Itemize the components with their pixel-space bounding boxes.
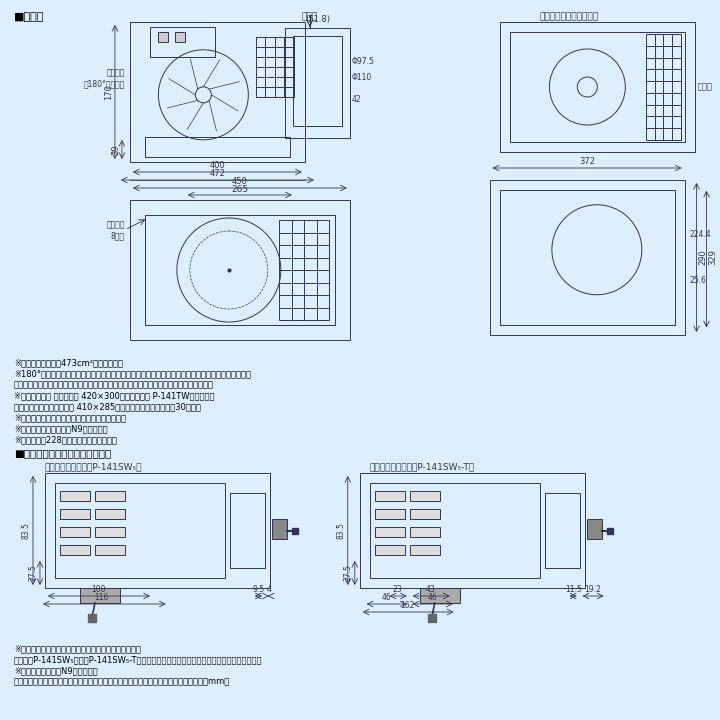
Bar (420, 588, 459, 603)
Bar (510, 32, 685, 142)
Bar (500, 190, 675, 325)
Text: 吹出口: 吹出口 (698, 83, 713, 91)
Bar (374, 545, 405, 555)
Text: 標準タイプ（形名：P-141SW₅）: 標準タイプ（形名：P-141SW₅） (45, 462, 143, 471)
Bar (95, 545, 125, 555)
Bar (175, 32, 185, 42)
Text: 450: 450 (232, 177, 248, 186)
Bar (374, 527, 405, 537)
Text: 46: 46 (428, 593, 438, 602)
Text: ※180°反転する場合は、吹出グリルの方向を変える必要があります。また、電源端子台位置が変わる: ※180°反転する場合は、吹出グリルの方向を変える必要があります。また、電源端子… (14, 369, 251, 378)
Text: ※グリル開口面積は473cm²（側面開口）: ※グリル開口面積は473cm²（側面開口） (14, 358, 123, 367)
Bar (158, 32, 168, 42)
Text: 矢視ア: 矢視ア (302, 12, 318, 21)
Text: 23: 23 (393, 585, 402, 594)
Text: 290: 290 (698, 250, 708, 266)
Text: 25.6: 25.6 (690, 276, 706, 285)
Text: 野縁据付時 410×285（野縁高さは天井材を含み30以下）: 野縁据付時 410×285（野縁高さは天井材を含み30以下） (14, 402, 201, 411)
Text: 上から見た図（矢視ア）: 上から見た図（矢視ア） (540, 12, 599, 21)
Bar (646, 34, 681, 140)
Bar (544, 493, 580, 568)
Bar (95, 527, 125, 537)
Text: 224.4: 224.4 (690, 230, 711, 239)
Bar (145, 215, 335, 325)
Bar (500, 22, 695, 152)
Bar (293, 36, 342, 126)
Text: 472: 472 (210, 169, 225, 178)
Text: 4: 4 (266, 585, 271, 594)
Bar (279, 220, 329, 320)
Bar (374, 509, 405, 519)
Bar (145, 137, 290, 157)
Text: 170: 170 (104, 84, 113, 100)
Text: 83.5: 83.5 (337, 522, 346, 539)
Bar (374, 491, 405, 501)
Text: 100: 100 (91, 585, 106, 594)
Text: ※枠色調はマンセルN9（近似色）: ※枠色調はマンセルN9（近似色） (14, 666, 98, 675)
Text: 265: 265 (231, 185, 248, 194)
Bar (490, 180, 685, 335)
Text: 116: 116 (94, 593, 109, 602)
Text: 11.5: 11.5 (565, 585, 582, 594)
Text: 27.5: 27.5 (343, 564, 353, 582)
Text: 400: 400 (210, 161, 225, 170)
Bar (60, 509, 90, 519)
Bar (95, 509, 125, 519)
Bar (410, 545, 440, 555)
Text: ため、点検口からの電源接続が困難な場合、電源接続の後に本体を据付けてください。: ため、点検口からの電源接続が困難な場合、電源接続の後に本体を据付けてください。 (14, 380, 214, 389)
Text: 83.5: 83.5 (22, 522, 31, 539)
Bar (272, 519, 287, 539)
Bar (285, 28, 350, 138)
Text: 19.2: 19.2 (584, 585, 601, 594)
Text: ※グリル色調はマンセルN9（近似色）: ※グリル色調はマンセルN9（近似色） (14, 424, 107, 433)
Text: 9.5: 9.5 (253, 585, 265, 594)
Text: 27.5: 27.5 (29, 564, 38, 582)
Text: 329: 329 (708, 250, 718, 266)
Bar (60, 527, 90, 537)
Text: （単位mm）: （単位mm） (14, 677, 230, 686)
Text: 46: 46 (382, 593, 392, 602)
Bar (55, 483, 225, 578)
Text: 照明タイプ（形名：P-141SW₅-T）: 照明タイプ（形名：P-141SW₅-T） (370, 462, 475, 471)
Text: (51.8): (51.8) (305, 15, 330, 24)
Bar (587, 519, 602, 539)
Bar (410, 509, 440, 519)
Text: 372: 372 (579, 157, 595, 166)
Bar (60, 491, 90, 501)
Text: 洗い場側
（180°反転可）: 洗い場側 （180°反転可） (84, 68, 125, 88)
Text: 必ず、P-141SW₅またはP-141SW₅-Tのいずれかを手配の上、組み合わせてご使用ください。: 必ず、P-141SW₅またはP-141SW₅-Tのいずれかを手配の上、組み合わせ… (14, 655, 263, 664)
Text: Φ110: Φ110 (352, 73, 372, 82)
Bar (45, 473, 270, 588)
Bar (150, 27, 215, 57)
Bar (130, 22, 305, 162)
Bar (410, 527, 440, 537)
Text: Φ97.5: Φ97.5 (352, 56, 374, 66)
Bar (130, 200, 350, 340)
Bar (230, 493, 265, 568)
Text: ■コントロールスイッチ（別売）: ■コントロールスイッチ（別売） (14, 448, 112, 458)
Text: ※本体にコントロールスイッチは同梱しておりません。: ※本体にコントロールスイッチは同梱しておりません。 (14, 644, 141, 653)
Text: ※天井埋込寸法 天吊据付時 420×300（天吊補助枠 P-141TW（別売））: ※天井埋込寸法 天吊据付時 420×300（天吊補助枠 P-141TW（別売）） (14, 391, 215, 400)
Bar (95, 491, 125, 501)
Bar (360, 473, 585, 588)
Text: ※点検口等は228ページをご覧ください。: ※点検口等は228ページをご覧ください。 (14, 435, 117, 444)
Bar (410, 491, 440, 501)
Text: ■外形図: ■外形図 (14, 12, 45, 22)
Text: 42: 42 (352, 95, 361, 104)
Text: 43: 43 (426, 585, 436, 594)
Bar (60, 545, 90, 555)
Text: 振付用穴
8ヶ所: 振付用穴 8ヶ所 (107, 220, 125, 240)
Bar (256, 37, 294, 97)
Text: ※本体据付けは浴室の内側から行ってください。: ※本体据付けは浴室の内側から行ってください。 (14, 413, 126, 422)
Bar (80, 588, 120, 603)
Text: 162: 162 (400, 601, 414, 610)
Text: 39: 39 (111, 145, 120, 156)
Bar (370, 483, 540, 578)
